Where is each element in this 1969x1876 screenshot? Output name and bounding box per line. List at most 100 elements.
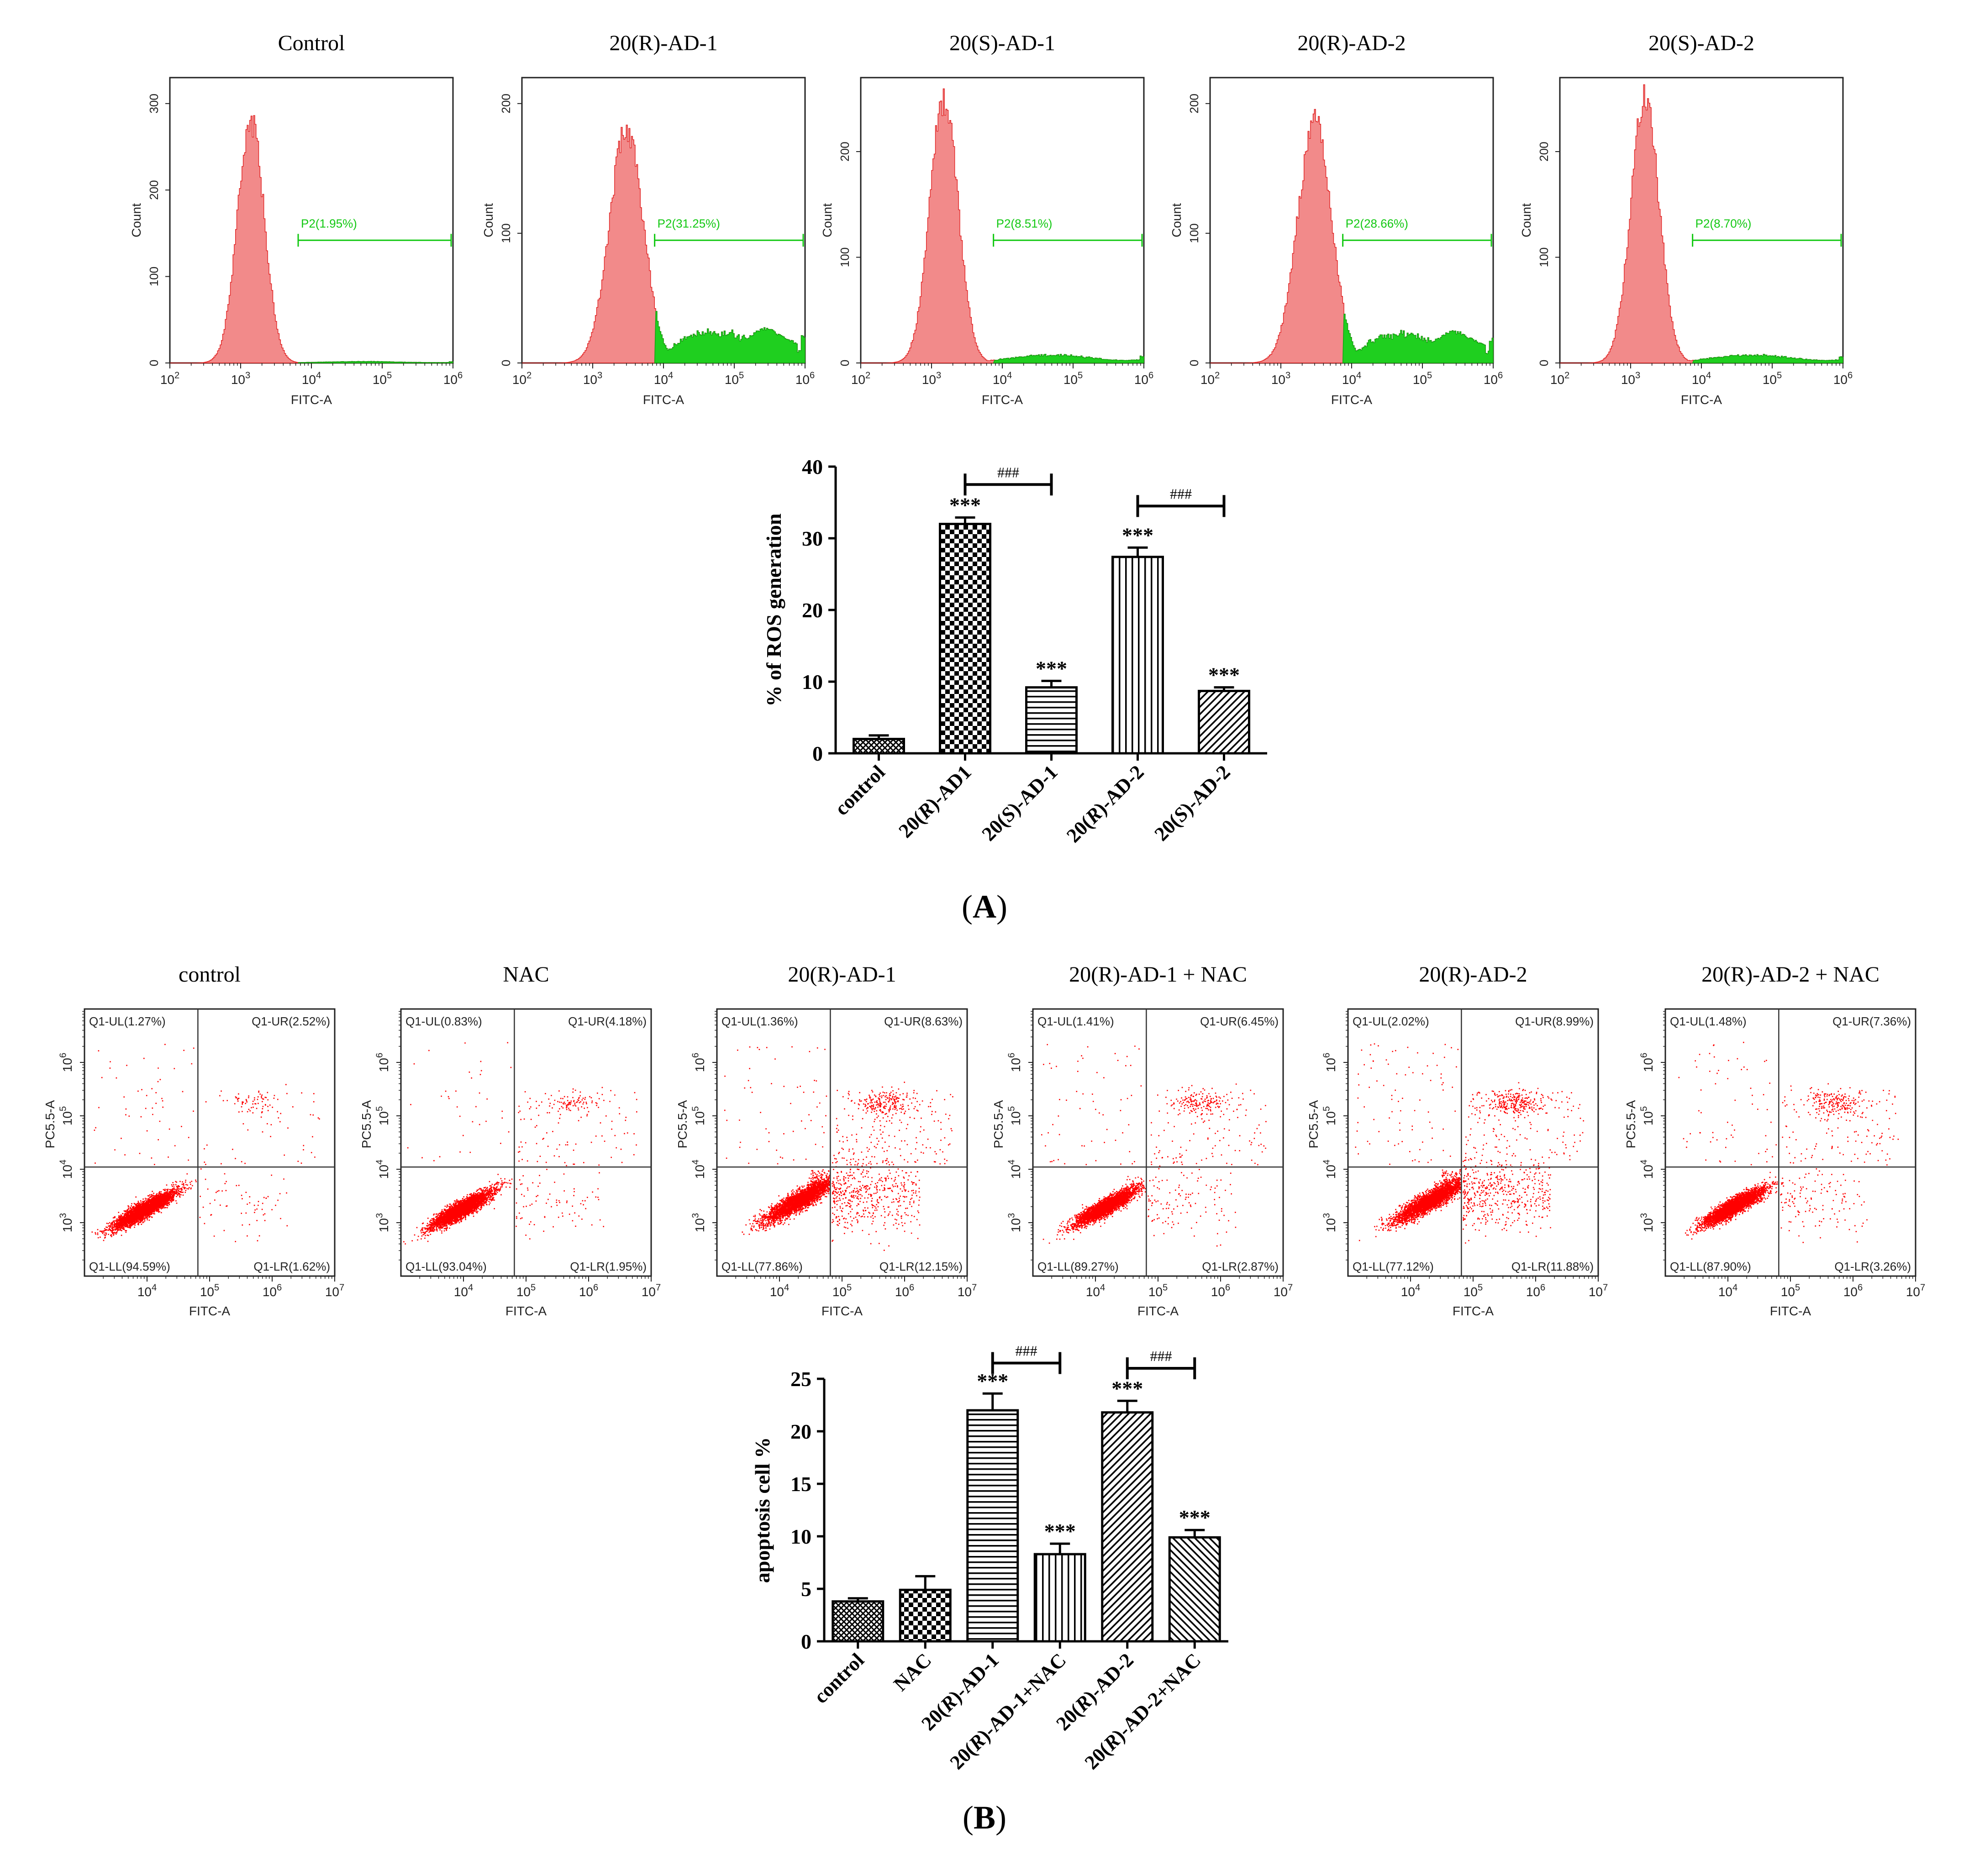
y-tick-label: 103	[690, 1213, 707, 1232]
quadrant-ll-label: Q1-LL(77.12%)	[1353, 1260, 1434, 1273]
histogram-gated-region	[654, 311, 806, 363]
y-tick-label: 20	[790, 1420, 811, 1443]
y-axis-label: PC5.5-A	[675, 1100, 690, 1148]
x-tick-label: 107	[325, 1282, 344, 1299]
x-tick-label: 107	[958, 1282, 977, 1299]
bar	[1033, 1553, 1086, 1643]
x-axis-label: FITC-A	[1770, 1304, 1811, 1318]
quadrant-ul-label: Q1-UL(1.36%)	[721, 1014, 798, 1028]
histogram-distribution	[1210, 109, 1494, 363]
quadrant-ur-label: Q1-UR(7.36%)	[1832, 1014, 1911, 1028]
x-tick-label: 106	[1526, 1282, 1545, 1299]
significance-marker: ***	[1111, 1377, 1143, 1400]
y-tick-label: 106	[1006, 1053, 1023, 1072]
comparison-label: ###	[997, 464, 1019, 480]
quadrant-lr-label: Q1-LR(11.88%)	[1511, 1260, 1594, 1273]
quadrant-ur-label: Q1-UR(8.63%)	[884, 1014, 963, 1028]
plot-frame	[1664, 1008, 1916, 1277]
x-axis-label: FITC-A	[291, 393, 332, 407]
y-tick-label: 40	[802, 455, 823, 478]
quadrant-ur-label: Q1-UR(8.99%)	[1515, 1014, 1594, 1028]
histogram-title: Control	[278, 31, 345, 55]
y-axis-label: % of ROS generation	[762, 514, 785, 707]
x-tick-label: 20(S)-AD-1	[978, 761, 1062, 845]
panel-a-label: (A)	[962, 888, 1007, 925]
y-tick-label: 105	[690, 1106, 707, 1125]
y-tick-label: 100	[147, 267, 161, 286]
y-tick-label: 103	[1321, 1213, 1338, 1232]
scatter-title: 20(R)-AD-2 + NAC	[1701, 962, 1880, 987]
quadrant-lr-label: Q1-LR(1.95%)	[570, 1260, 647, 1273]
y-tick-label: 103	[58, 1213, 74, 1232]
x-tick-label: 103	[1621, 370, 1640, 387]
x-tick-label: 105	[1148, 1282, 1168, 1299]
apoptosis-bar-chart: 0 5 10 15 20 25 apoptosis cell % control NAC *** 2…	[751, 1343, 1228, 1774]
x-axis-label: FITC-A	[821, 1304, 863, 1318]
histogram-gated-region	[297, 361, 453, 363]
y-tick-label: 104	[374, 1160, 391, 1179]
x-tick-label: 105	[1781, 1282, 1800, 1299]
x-tick-label: 105	[516, 1282, 536, 1299]
x-tick-label: 104	[1692, 370, 1711, 387]
scatter-title: 20(R)-AD-1	[788, 962, 896, 987]
quadrant-ur-label: Q1-UR(6.45%)	[1200, 1014, 1279, 1028]
bar	[1101, 1411, 1154, 1643]
y-axis-label: PC5.5-A	[43, 1100, 57, 1148]
y-axis-label: apoptosis cell %	[751, 1437, 774, 1583]
quadrant-ll-label: Q1-LL(89.27%)	[1037, 1260, 1119, 1273]
y-tick-label: 105	[374, 1106, 391, 1125]
x-tick-label: 104	[1086, 1282, 1105, 1299]
x-tick-label: NAC	[889, 1649, 936, 1695]
bar	[1168, 1536, 1221, 1643]
x-tick-label: 106	[1843, 1282, 1863, 1299]
significance-marker: ***	[949, 493, 981, 516]
y-tick-label: 0	[1537, 360, 1551, 366]
x-tick-label: 104	[454, 1282, 473, 1299]
y-tick-label: 100	[1187, 223, 1201, 243]
y-tick-label: 0	[838, 360, 852, 366]
scatter-title: 20(R)-AD-1 + NAC	[1069, 962, 1247, 987]
quadrant-ul-label: Q1-UL(1.27%)	[89, 1014, 166, 1028]
quadrant-ur-label: Q1-UR(4.18%)	[568, 1014, 647, 1028]
x-tick-label: control	[830, 761, 889, 820]
y-tick-label: 100	[499, 223, 513, 243]
scatter-panel-4: 20(R)-AD-1 + NAC Q1-UL(1.41%) Q1-UR(6.45%)…	[991, 962, 1293, 1318]
quadrant-ur-label: Q1-UR(2.52%)	[252, 1014, 330, 1028]
x-tick-label: 105	[1063, 370, 1083, 387]
scatter-title: NAC	[503, 962, 549, 987]
y-tick-label: 0	[499, 360, 513, 366]
bar	[1025, 686, 1078, 755]
x-tick-label: 102	[1200, 370, 1220, 387]
y-tick-label: 200	[147, 180, 161, 200]
x-tick-label: 104	[993, 370, 1012, 387]
y-tick-label: 15	[790, 1472, 811, 1496]
histogram-distribution	[170, 115, 453, 363]
histogram-title: 20(S)-AD-1	[949, 31, 1055, 55]
y-tick-label: 0	[1187, 360, 1201, 366]
gate-label: P2(31.25%)	[658, 216, 720, 230]
y-tick-label: 200	[1187, 94, 1201, 113]
significance-marker: ***	[1044, 1519, 1076, 1543]
quadrant-ll-label: Q1-LL(77.86%)	[721, 1260, 803, 1273]
scatter-title: control	[179, 962, 241, 987]
panel-b-label: (B)	[963, 1799, 1006, 1836]
quadrant-ll-label: Q1-LL(94.59%)	[89, 1260, 170, 1273]
y-tick-label: 10	[790, 1525, 811, 1548]
x-axis-label: FITC-A	[982, 393, 1023, 407]
x-axis-label: FITC-A	[1453, 1304, 1494, 1318]
x-tick-label: 104	[1342, 370, 1361, 387]
x-tick-label: 102	[512, 370, 532, 387]
y-tick-label: 103	[1639, 1213, 1655, 1232]
y-tick-label: 105	[1006, 1106, 1023, 1125]
histogram-gated-region	[993, 354, 1144, 363]
histogram-gated-region	[1342, 314, 1494, 363]
bar	[1198, 689, 1250, 755]
quadrant-lr-label: Q1-LR(3.26%)	[1834, 1260, 1911, 1273]
y-tick-label: 104	[1639, 1160, 1655, 1179]
plot-frame	[84, 1008, 336, 1277]
x-tick-label: 105	[200, 1282, 219, 1299]
x-axis-label: FITC-A	[1137, 1304, 1179, 1318]
x-tick-label: 104	[137, 1282, 157, 1299]
plot-frame	[1032, 1008, 1284, 1277]
y-tick-label: 200	[1537, 142, 1551, 161]
